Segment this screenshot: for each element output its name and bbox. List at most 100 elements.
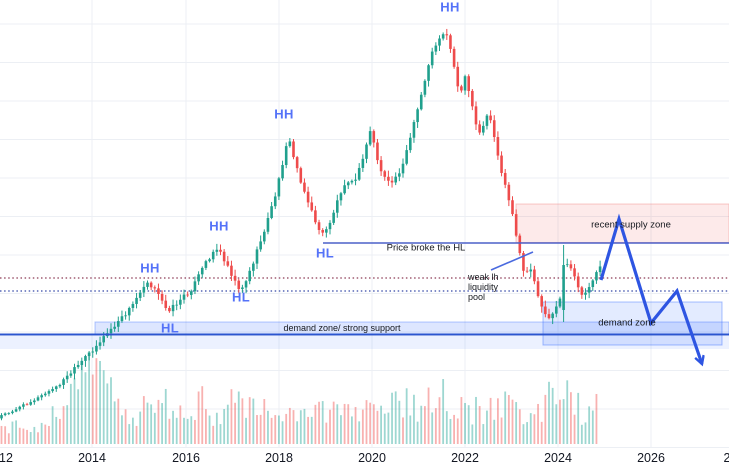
volume-bar	[365, 400, 368, 444]
candle-up	[430, 51, 434, 66]
volume-bar	[40, 422, 43, 444]
candle-up	[124, 315, 127, 317]
candle-up	[135, 297, 138, 304]
volume-bar	[351, 416, 353, 444]
volume-bar	[303, 408, 306, 444]
candle-up	[76, 364, 80, 368]
volume-bar	[157, 399, 160, 444]
candle-down	[580, 287, 584, 295]
volume-bar	[449, 418, 452, 444]
swing-label-hh-2016[interactable]: HH	[209, 218, 229, 234]
candle-up	[558, 298, 562, 307]
projection-arrow[interactable]	[599, 213, 702, 364]
candle-down	[507, 184, 511, 201]
candle-up	[18, 406, 22, 410]
volume-bar	[343, 403, 346, 444]
volume-bar	[135, 425, 138, 444]
volume-bar	[354, 406, 357, 444]
annotation-price-broke-hl[interactable]: Price broke the HL	[386, 242, 466, 254]
candle-down	[522, 253, 525, 271]
x-axis-tick-2024: 2024	[544, 451, 572, 465]
swing-label-hh-2021[interactable]: HH	[440, 0, 460, 15]
candle-up	[584, 292, 587, 295]
volume-bar	[380, 405, 382, 444]
volume-bar	[486, 410, 488, 444]
volume-bar	[110, 377, 112, 444]
candle-up	[409, 137, 412, 151]
supply-zone[interactable]	[515, 203, 729, 243]
swing-label-hl-2015[interactable]: HL	[161, 320, 179, 336]
candle-up	[11, 411, 14, 414]
volume-bar	[515, 402, 518, 444]
candle-down	[226, 261, 230, 266]
volume-bar	[347, 404, 350, 444]
volume-bar	[84, 372, 87, 444]
candle-down	[160, 293, 164, 301]
volume-bar	[106, 383, 109, 444]
annotation-demand-strong-support[interactable]: demand zone/ strong support	[283, 322, 401, 333]
candle-up	[591, 280, 595, 288]
candle-down	[25, 404, 29, 406]
volume-bar	[51, 406, 54, 444]
annotation-recent-supply-zone[interactable]: recent supply zone	[591, 219, 671, 231]
volume-bar	[361, 409, 364, 444]
candle-up	[339, 193, 343, 201]
volume-bar	[438, 397, 441, 444]
volume-bar	[383, 413, 386, 444]
volume-bar	[175, 417, 178, 444]
volume-bar	[332, 401, 335, 444]
volume-bar	[208, 415, 211, 444]
candle-up	[266, 217, 270, 232]
volume-bar	[493, 419, 496, 444]
volume-bar	[164, 388, 167, 444]
volume-bar	[431, 412, 434, 444]
volume-bar	[0, 425, 3, 444]
volume-bar	[299, 410, 302, 444]
candle-down	[489, 115, 492, 121]
candle-down	[233, 275, 237, 281]
candle-up	[346, 182, 350, 186]
volume-bar	[179, 405, 182, 444]
volume-bar	[197, 391, 200, 444]
candle-up	[3, 413, 7, 416]
volume-bar	[248, 397, 251, 444]
x-axis-tick-2014: 2014	[78, 451, 106, 465]
candle-up	[22, 404, 25, 407]
weak-lh-pointer[interactable]	[490, 251, 534, 271]
volume-bar	[413, 394, 415, 444]
swing-label-hh-2018[interactable]: HH	[274, 106, 294, 122]
candle-down	[376, 142, 379, 161]
volume-bar	[533, 414, 536, 444]
candle-down	[576, 276, 580, 288]
candle-down	[153, 287, 157, 289]
volume-bar	[139, 411, 142, 444]
volume-bar	[500, 417, 503, 444]
candle-up	[423, 80, 427, 95]
volume-bar	[478, 406, 481, 444]
candle-up	[54, 386, 58, 390]
volume-bar	[77, 389, 80, 444]
candle-down	[299, 168, 303, 183]
candle-up	[365, 144, 368, 159]
candle-up	[416, 109, 419, 123]
volume-bar	[259, 414, 262, 444]
candle-up	[555, 306, 558, 314]
annotation-demand-zone[interactable]: demand zone	[598, 317, 656, 329]
volume-bar	[529, 413, 532, 444]
candle-up	[33, 400, 36, 403]
candle-up	[84, 356, 87, 361]
candle-up	[95, 345, 98, 352]
volume-bar	[573, 414, 576, 444]
swing-label-hh-2015[interactable]: HH	[140, 260, 160, 276]
swing-label-hl-2017[interactable]: HL	[232, 289, 250, 305]
swing-label-hl-2019[interactable]: HL	[316, 245, 334, 261]
level-lines-over	[0, 242, 729, 336]
volume-bar	[73, 378, 76, 444]
volume-bar	[584, 422, 587, 444]
demand-zone-lower-band[interactable]	[0, 336, 729, 349]
candle-down	[168, 307, 171, 312]
candle-up	[398, 173, 401, 177]
volume-bar	[194, 419, 196, 444]
annotation-weak-lh-liquidity-pool[interactable]: weak lh liquidity pool	[468, 271, 499, 303]
